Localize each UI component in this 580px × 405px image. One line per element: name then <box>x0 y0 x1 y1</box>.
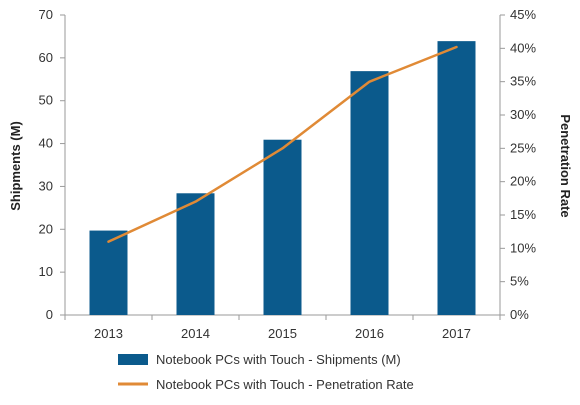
y-right-tick-label: 25% <box>510 140 536 155</box>
y-left-tick-label: 40 <box>39 136 53 151</box>
x-tick-label: 2015 <box>268 326 297 341</box>
y-right-tick-label: 30% <box>510 107 536 122</box>
bars-layer <box>89 41 476 316</box>
legend-label-shipments: Notebook PCs with Touch - Shipments (M) <box>156 352 401 367</box>
y-left-tick-label: 20 <box>39 221 53 236</box>
bar-shipments-2013 <box>89 230 128 315</box>
y-left-tick-label: 10 <box>39 264 53 279</box>
y-left-tick-label: 0 <box>46 307 53 322</box>
x-tick-label: 2014 <box>181 326 210 341</box>
y-right-tick-label: 20% <box>510 174 536 189</box>
line-penetration-rate <box>107 45 458 243</box>
x-tick-label: 2013 <box>94 326 123 341</box>
line-layer <box>107 45 458 243</box>
y-right-tick-label: 5% <box>510 274 529 289</box>
y-right-tick-label: 45% <box>510 7 536 22</box>
y-axis-left-title: Shipments (M) <box>8 121 23 211</box>
legend-swatch-shipments <box>118 354 148 365</box>
y-right-tick-label: 10% <box>510 240 536 255</box>
bar-shipments-2014 <box>176 193 215 315</box>
y-left-tick-label: 30 <box>39 178 53 193</box>
legend: Notebook PCs with Touch - Shipments (M) … <box>118 352 414 392</box>
y-left-tick-label: 70 <box>39 7 53 22</box>
y-left-tick-label: 50 <box>39 93 53 108</box>
y-right-tick-label: 15% <box>510 207 536 222</box>
y-right-tick-label: 40% <box>510 40 536 55</box>
y-left-tick-label: 60 <box>39 50 53 65</box>
legend-label-penetration: Notebook PCs with Touch - Penetration Ra… <box>156 377 414 392</box>
bar-shipments-2015 <box>263 139 302 315</box>
y-axis-right-title: Penetration Rate <box>558 114 573 217</box>
axes-layer: 0 10 20 30 40 50 60 70 0% 5% 10% 15% 20% 25% 30% 35% 40%… <box>39 7 537 341</box>
x-tick-label: 2017 <box>442 326 471 341</box>
y-right-tick-label: 35% <box>510 74 536 89</box>
bar-shipments-2016 <box>350 71 389 316</box>
y-right-tick-label: 0% <box>510 307 529 322</box>
bar-shipments-2017 <box>437 41 476 316</box>
x-tick-label: 2016 <box>355 326 384 341</box>
